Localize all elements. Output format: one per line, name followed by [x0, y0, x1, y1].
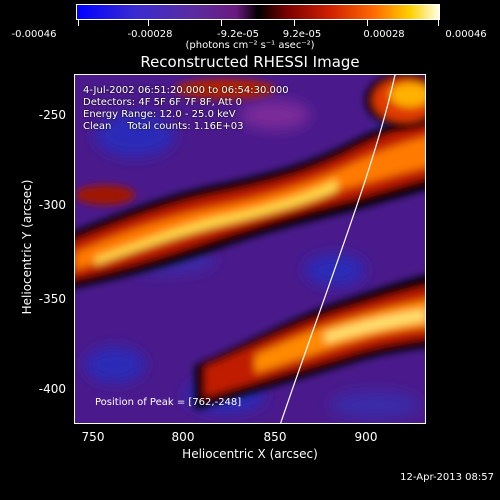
- y-tick-label: -350: [38, 292, 66, 306]
- colorbar-tick-label: -9.2e-05: [217, 29, 259, 40]
- colorbar-tick-label: -0.00046: [11, 29, 57, 40]
- y-axis-label: Heliocentric Y (arcsec): [20, 179, 34, 315]
- y-tick-label: -250: [38, 108, 66, 122]
- rhessi-image-plot: 4-Jul-2002 06:51:20.000 to 06:54:30.000 …: [74, 74, 426, 424]
- rhessi-image-svg: [75, 75, 425, 423]
- colorbar-tick-label: 0.00028: [363, 29, 405, 40]
- colorbar: [76, 4, 440, 20]
- colorbar-tickmark: [438, 20, 439, 26]
- y-tick-label: -400: [38, 382, 66, 396]
- info-clean-counts: Clean Total counts: 1.16E+03: [83, 121, 244, 132]
- x-tick-label: 850: [263, 430, 287, 444]
- emission-top-right: [75, 75, 425, 205]
- x-tick-label: 750: [81, 430, 105, 444]
- x-tick-label: 800: [171, 430, 195, 444]
- info-energy-range: Energy Range: 12.0 - 25.0 keV: [83, 109, 236, 120]
- y-tick-label: -300: [38, 198, 66, 212]
- colorbar-tickmark: [221, 20, 222, 26]
- footer-timestamp: 12-Apr-2013 08:57: [400, 472, 494, 483]
- info-detectors: Detectors: 4F 5F 6F 7F 8F, Att 0: [83, 97, 243, 108]
- colorbar-tick-label: 9.2e-05: [282, 29, 322, 40]
- colorbar-tickmark: [367, 20, 368, 26]
- emission-band-lower: [195, 275, 425, 410]
- peak-position-label: Position of Peak = [762,-248]: [95, 397, 242, 408]
- colorbar-tickmark: [148, 20, 149, 26]
- info-time-range: 4-Jul-2002 06:51:20.000 to 06:54:30.000: [83, 85, 289, 96]
- solar-limb-line: [280, 75, 396, 423]
- x-tick-label: 900: [354, 430, 378, 444]
- colorbar-tick-label: 0.00046: [445, 29, 487, 40]
- image-title: Reconstructed RHESSI Image: [140, 53, 360, 71]
- colorbar-tickmark: [78, 20, 79, 26]
- emission-band-upper: [75, 110, 425, 288]
- colorbar-tickmark: [294, 20, 295, 26]
- colorbar-units: (photons cm⁻² s⁻¹ asec⁻²): [185, 40, 315, 51]
- x-axis-label: Heliocentric X (arcsec): [182, 447, 318, 461]
- colorbar-tick-label: -0.00028: [127, 29, 173, 40]
